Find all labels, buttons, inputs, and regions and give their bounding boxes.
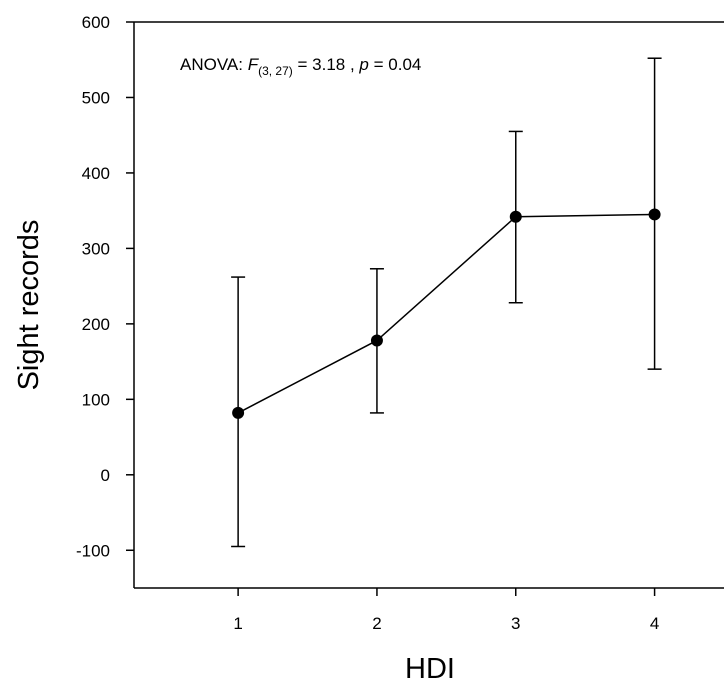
x-axis-title: HDI <box>405 653 455 685</box>
data-point <box>509 210 522 223</box>
series <box>231 57 662 548</box>
y-tick-label: 0 <box>101 466 110 485</box>
annotation-p-symbol: p <box>358 55 368 74</box>
axes <box>133 21 724 589</box>
x-tick-label: 3 <box>511 614 520 633</box>
y-tick-label: 100 <box>82 390 110 409</box>
y-tick-label: 400 <box>82 164 110 183</box>
annotation-prefix: ANOVA: <box>180 55 248 74</box>
x-ticks: 1 2 3 4 <box>233 588 659 633</box>
x-tick-label: 2 <box>372 614 381 633</box>
annotation-text: ANOVA: F(3, 27) = 3.18 , p = 0.04 <box>180 55 421 78</box>
y-tick-label: 600 <box>82 13 110 32</box>
y-tick-label: 500 <box>82 88 110 107</box>
annotation-f-subscript: (3, 27) <box>258 64 293 78</box>
y-tick-label: 300 <box>82 239 110 258</box>
y-tick-label: 200 <box>82 315 110 334</box>
series-line <box>237 213 655 414</box>
x-tick-label: 1 <box>233 614 242 633</box>
annotation-f-symbol: F <box>248 55 260 74</box>
annotation-p-value: = 0.04 <box>369 55 421 74</box>
x-tick-label: 4 <box>650 614 659 633</box>
data-point <box>370 334 383 347</box>
y-ticks: -100 0 100 200 300 400 500 600 <box>76 13 134 560</box>
annotation-f-value: = 3.18 , <box>293 55 360 74</box>
data-point <box>648 208 661 221</box>
y-tick-label: -100 <box>76 541 110 560</box>
data-point <box>232 406 245 419</box>
y-axis-title: Sight records <box>13 220 45 391</box>
